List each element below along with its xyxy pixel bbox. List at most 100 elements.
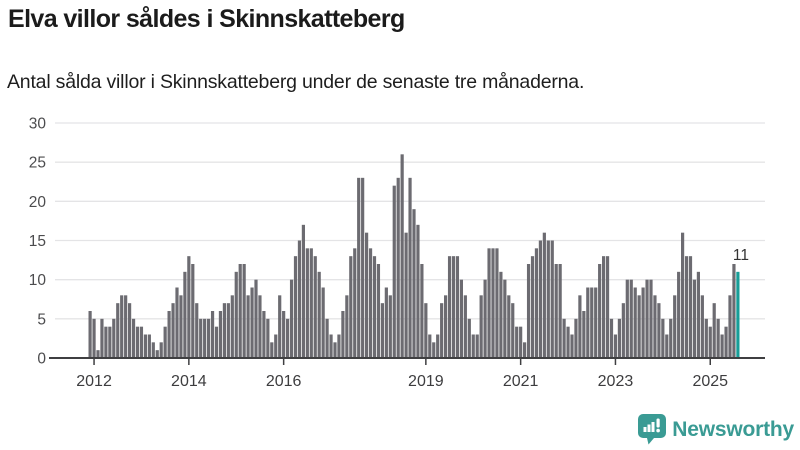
y-axis-tick-label: 20: [29, 194, 47, 211]
bar: [96, 350, 100, 358]
bar: [692, 279, 697, 358]
newsworthy-logo-icon: [638, 414, 667, 445]
bar: [131, 318, 136, 358]
bar: [329, 334, 333, 358]
bar: [503, 279, 507, 358]
bar: [653, 295, 657, 358]
bar: [353, 248, 357, 358]
bar: [159, 342, 163, 358]
bar: [230, 295, 234, 358]
bar: [321, 287, 325, 358]
bar: [163, 326, 167, 358]
bar: [578, 295, 582, 358]
bar: [376, 264, 381, 358]
bar: [282, 311, 286, 358]
bar: [574, 318, 578, 358]
bar: [345, 295, 349, 358]
bar: [175, 287, 179, 358]
bar: [341, 311, 345, 358]
bar: [218, 311, 223, 358]
bar: [716, 318, 720, 358]
bar: [582, 311, 586, 358]
bar: [333, 342, 337, 358]
highlighted-bar: [736, 271, 740, 358]
bar: [301, 224, 305, 358]
bar: [112, 318, 116, 358]
bar: [471, 334, 475, 358]
y-axis-tick-label: 30: [29, 116, 47, 133]
bar: [720, 334, 724, 358]
bar: [191, 264, 195, 358]
bar: [467, 318, 471, 358]
bar: [669, 318, 673, 358]
bar: [262, 311, 266, 358]
bar: [641, 287, 645, 358]
bar: [226, 303, 230, 358]
bar: [234, 271, 238, 358]
bar: [424, 303, 428, 358]
bar: [293, 256, 298, 358]
x-axis-tick-label: 2025: [692, 373, 728, 390]
bar: [325, 318, 329, 358]
bar: [187, 256, 191, 358]
bar: [523, 342, 527, 358]
bar: [309, 248, 313, 358]
x-axis-tick-label: 2012: [76, 373, 112, 390]
y-axis-tick-label: 5: [37, 311, 46, 328]
bar: [400, 154, 404, 358]
bar: [629, 279, 633, 358]
bar: [128, 303, 132, 358]
bar: [392, 185, 396, 358]
bar: [357, 177, 361, 358]
bar: [254, 279, 258, 358]
bar: [139, 326, 144, 358]
bar: [708, 326, 712, 358]
newsworthy-logo[interactable]: Newsworthy: [638, 414, 794, 445]
chart-area: 0 5 10 15 20 25 30 2012 2014 2016 2019 2021 2023 2025…: [0, 108, 800, 413]
bar: [550, 240, 554, 358]
bar: [621, 303, 625, 358]
bar: [214, 326, 219, 358]
bar: [104, 326, 108, 358]
bar: [724, 326, 728, 358]
bar: [317, 271, 321, 358]
bar: [684, 256, 689, 358]
chart-subtitle: Antal sålda villor i Skinnskatteberg und…: [7, 71, 585, 93]
bar: [258, 295, 262, 358]
bar: [637, 295, 641, 358]
bar: [120, 295, 124, 358]
logo-bar-1: [643, 427, 647, 432]
bar: [250, 287, 254, 358]
bar: [696, 271, 700, 358]
bar: [605, 256, 610, 358]
bar: [368, 248, 373, 358]
bar: [609, 318, 614, 358]
bar: [657, 303, 661, 358]
bar: [266, 318, 270, 358]
bar: [511, 303, 515, 358]
bar: [242, 264, 246, 358]
bar: [538, 240, 542, 358]
bar: [613, 334, 618, 358]
bar: [704, 318, 708, 358]
bar: [451, 256, 456, 358]
bar: [688, 256, 693, 358]
bar: [246, 295, 250, 358]
y-axis-tick-label: 15: [29, 233, 46, 250]
bar: [147, 334, 151, 358]
x-axis-tick-label: 2023: [598, 373, 634, 390]
bar: [554, 264, 558, 358]
bar: [124, 295, 128, 358]
bar: [428, 334, 432, 358]
bar: [447, 256, 452, 358]
x-axis-tick-label: 2016: [266, 373, 302, 390]
logo-exclamation-dot: [656, 428, 661, 433]
bar: [455, 256, 460, 358]
bar: [562, 318, 566, 358]
bar: [179, 295, 183, 358]
bar: [526, 264, 531, 358]
bar: [700, 295, 704, 358]
bar: [530, 256, 535, 358]
bar: [463, 295, 467, 358]
